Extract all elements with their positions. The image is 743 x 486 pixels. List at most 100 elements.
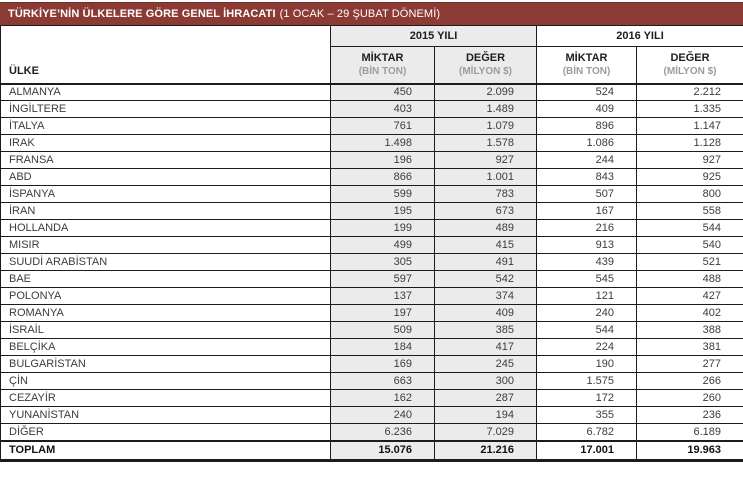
column-header-deger-2016: DEĞER (MİLYON $) [637, 47, 743, 84]
value-cell: 673 [435, 203, 537, 220]
value-cell: 17.001 [537, 441, 637, 461]
value-cell: 417 [435, 339, 537, 356]
value-cell: 866 [331, 169, 435, 186]
value-cell: 450 [331, 84, 435, 101]
value-cell: 545 [537, 271, 637, 288]
value-cell: 427 [637, 288, 743, 305]
value-cell: 6.782 [537, 424, 637, 441]
column-header-country: ÜLKE [1, 26, 331, 84]
value-cell: 843 [537, 169, 637, 186]
value-cell: 488 [637, 271, 743, 288]
country-cell: BULGARİSTAN [1, 356, 331, 373]
value-cell: 244 [537, 152, 637, 169]
value-cell: 277 [637, 356, 743, 373]
value-cell: 195 [331, 203, 435, 220]
value-cell: 15.076 [331, 441, 435, 461]
value-cell: 507 [537, 186, 637, 203]
country-cell: İSPANYA [1, 186, 331, 203]
country-cell: BAE [1, 271, 331, 288]
value-cell: 925 [637, 169, 743, 186]
value-cell: 2.212 [637, 84, 743, 101]
value-cell: 1.001 [435, 169, 537, 186]
page-title: TÜRKİYE’NİN ÜLKELERE GÖRE GENEL İHRACATI [8, 8, 276, 20]
country-cell: ROMANYA [1, 305, 331, 322]
value-cell: 544 [537, 322, 637, 339]
country-cell: İNGİLTERE [1, 101, 331, 118]
country-cell: ÇİN [1, 373, 331, 390]
value-cell: 21.216 [435, 441, 537, 461]
value-cell: 167 [537, 203, 637, 220]
value-cell: 927 [435, 152, 537, 169]
country-cell: IRAK [1, 135, 331, 152]
value-cell: 540 [637, 237, 743, 254]
year-header-row: ÜLKE 2015 YILI 2016 YILI [1, 26, 743, 47]
value-cell: 19.963 [637, 441, 743, 461]
value-cell: 1.086 [537, 135, 637, 152]
value-cell: 783 [435, 186, 537, 203]
value-cell: 196 [331, 152, 435, 169]
value-cell: 491 [435, 254, 537, 271]
value-cell: 913 [537, 237, 637, 254]
value-cell: 524 [537, 84, 637, 101]
value-cell: 162 [331, 390, 435, 407]
value-cell: 1.335 [637, 101, 743, 118]
value-cell: 236 [637, 407, 743, 424]
value-cell: 266 [637, 373, 743, 390]
column-header-miktar-2015: MİKTAR (BİN TON) [331, 47, 435, 84]
value-cell: 169 [331, 356, 435, 373]
country-cell: ALMANYA [1, 84, 331, 101]
value-cell: 1.147 [637, 118, 743, 135]
column-group-2015: 2015 YILI [331, 26, 537, 47]
value-cell: 190 [537, 356, 637, 373]
value-cell: 199 [331, 220, 435, 237]
country-cell: HOLLANDA [1, 220, 331, 237]
sub-header-unit: (BİN TON) [537, 65, 636, 78]
value-cell: 402 [637, 305, 743, 322]
value-cell: 137 [331, 288, 435, 305]
value-cell: 439 [537, 254, 637, 271]
value-cell: 521 [637, 254, 743, 271]
value-cell: 7.029 [435, 424, 537, 441]
value-cell: 542 [435, 271, 537, 288]
value-cell: 415 [435, 237, 537, 254]
country-cell: MISIR [1, 237, 331, 254]
value-cell: 499 [331, 237, 435, 254]
value-cell: 197 [331, 305, 435, 322]
country-cell: YUNANİSTAN [1, 407, 331, 424]
value-cell: 1.575 [537, 373, 637, 390]
sub-header-label: DEĞER [637, 51, 743, 65]
country-cell: TOPLAM [1, 441, 331, 461]
sub-header-label: DEĞER [435, 51, 536, 65]
value-cell: 544 [637, 220, 743, 237]
value-cell: 194 [435, 407, 537, 424]
value-cell: 403 [331, 101, 435, 118]
value-cell: 2.099 [435, 84, 537, 101]
value-cell: 385 [435, 322, 537, 339]
table-header: ÜLKE 2015 YILI 2016 YILI MİKTAR (BİN TON… [1, 26, 743, 84]
value-cell: 245 [435, 356, 537, 373]
column-header-miktar-2016: MİKTAR (BİN TON) [537, 47, 637, 84]
value-cell: 800 [637, 186, 743, 203]
value-cell: 896 [537, 118, 637, 135]
value-cell: 597 [331, 271, 435, 288]
sub-header-unit: (MİLYON $) [435, 65, 536, 78]
country-cell: CEZAYİR [1, 390, 331, 407]
value-cell: 240 [537, 305, 637, 322]
sub-header-unit: (MİLYON $) [637, 65, 743, 78]
